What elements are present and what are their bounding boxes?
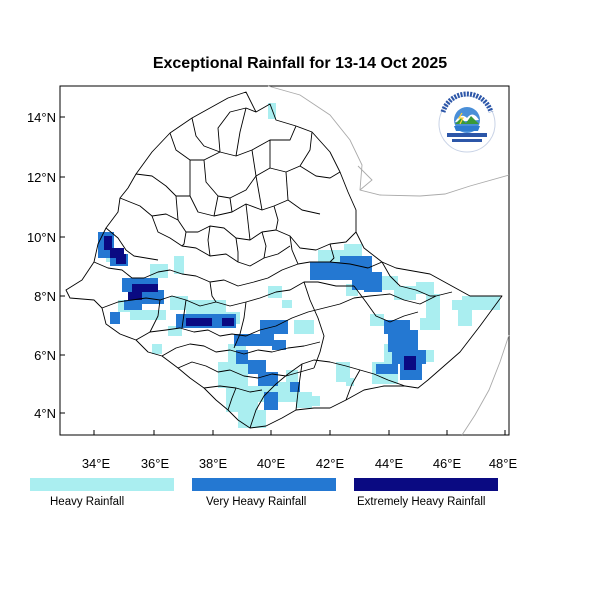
- legend-swatch-very-heavy: [192, 478, 336, 491]
- neighbour-boundaries: [267, 85, 510, 436]
- regional-boundaries: [65, 91, 503, 429]
- lon-label-40e: 40°E: [257, 456, 286, 471]
- lon-label-36e: 36°E: [141, 456, 170, 471]
- institute-logo: [438, 91, 496, 153]
- lat-label-4n: 4°N: [34, 406, 56, 421]
- lat-label-6n: 6°N: [34, 348, 56, 363]
- legend-label-very-heavy: Very Heavy Rainfall: [206, 496, 307, 508]
- legend-label-extreme: Extremely Heavy Rainfall: [357, 496, 486, 508]
- map-title: Exceptional Rainfall for 13-14 Oct 2025: [152, 55, 448, 72]
- lat-label-8n: 8°N: [34, 289, 56, 304]
- lon-label-48e: 48°E: [489, 456, 518, 471]
- longitude-axis: 34°E 36°E 38°E 40°E 42°E 44°E 46°E 48°E: [82, 430, 518, 471]
- lat-label-12n: 12°N: [27, 170, 56, 185]
- lon-label-46e: 46°E: [433, 456, 462, 471]
- country-outline: [65, 91, 503, 429]
- lon-label-38e: 38°E: [199, 456, 228, 471]
- legend-swatch-extreme: [354, 478, 498, 491]
- latitude-axis: 14°N 12°N 10°N 8°N 6°N 4°N: [27, 110, 65, 421]
- extremely-heavy-rainfall-areas: [104, 236, 416, 370]
- lon-label-44e: 44°E: [375, 456, 404, 471]
- lat-label-14n: 14°N: [27, 110, 56, 125]
- lon-label-42e: 42°E: [316, 456, 345, 471]
- legend-swatch-heavy: [30, 478, 174, 491]
- legend-label-heavy: Heavy Rainfall: [50, 496, 125, 508]
- lon-label-34e: 34°E: [82, 456, 111, 471]
- lat-label-10n: 10°N: [27, 230, 56, 245]
